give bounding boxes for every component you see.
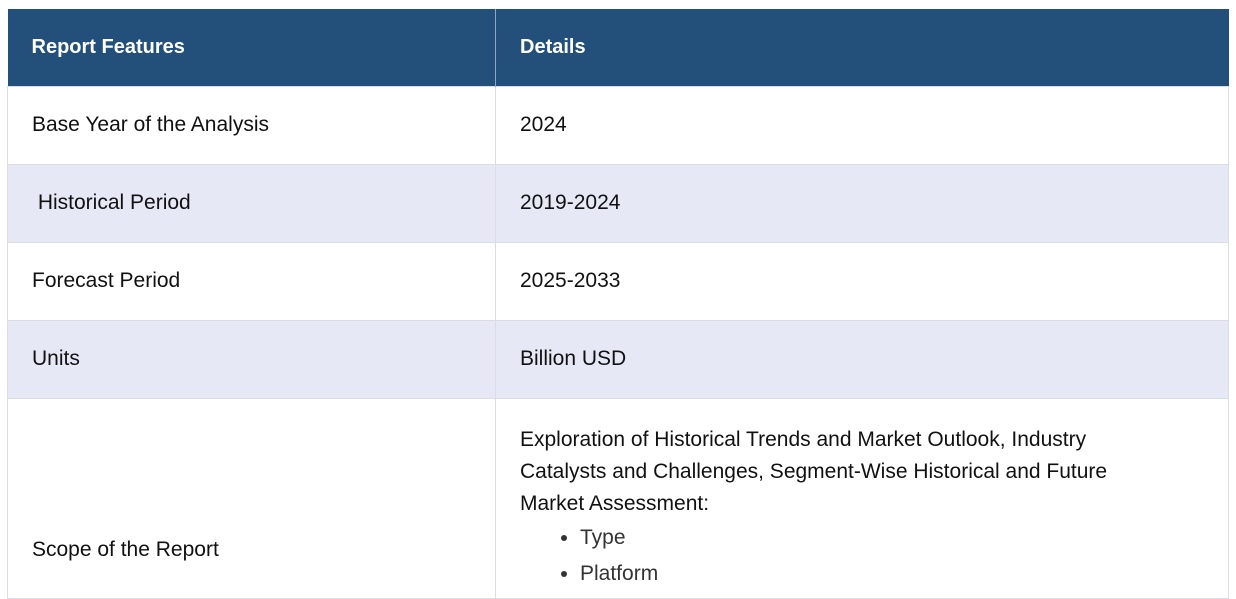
table-row: Historical Period 2019-2024 xyxy=(7,163,1229,243)
table-row-scope: Scope of the Report Exploration of Histo… xyxy=(7,397,1229,599)
feature-text: Historical Period xyxy=(32,191,191,214)
column-header-details: Details xyxy=(495,9,1229,86)
list-item: Platform xyxy=(580,556,1168,592)
feature-cell: Units xyxy=(7,319,496,399)
detail-cell: 2024 xyxy=(495,85,1229,165)
table-row: Base Year of the Analysis 2024 xyxy=(7,85,1229,165)
list-item: Type xyxy=(580,520,1168,556)
feature-cell: Scope of the Report xyxy=(7,397,496,599)
detail-cell: Billion USD xyxy=(495,319,1229,399)
feature-cell: Historical Period xyxy=(7,163,496,243)
report-features-table: Report Features Details Base Year of the… xyxy=(7,9,1229,599)
report-features-table-container: Report Features Details Base Year of the… xyxy=(7,9,1229,599)
table-row: Forecast Period 2025-2033 xyxy=(7,241,1229,321)
detail-cell: 2025-2033 xyxy=(495,241,1229,321)
feature-cell: Base Year of the Analysis xyxy=(7,85,496,165)
column-header-report-features: Report Features xyxy=(7,9,496,86)
detail-cell: Exploration of Historical Trends and Mar… xyxy=(495,397,1229,599)
scope-list: Type Platform xyxy=(520,520,1168,592)
table-row: Units Billion USD xyxy=(7,319,1229,399)
scope-description: Exploration of Historical Trends and Mar… xyxy=(520,427,1108,515)
feature-cell: Forecast Period xyxy=(7,241,496,321)
table-header-row: Report Features Details xyxy=(7,9,1229,86)
detail-cell: 2019-2024 xyxy=(495,163,1229,243)
